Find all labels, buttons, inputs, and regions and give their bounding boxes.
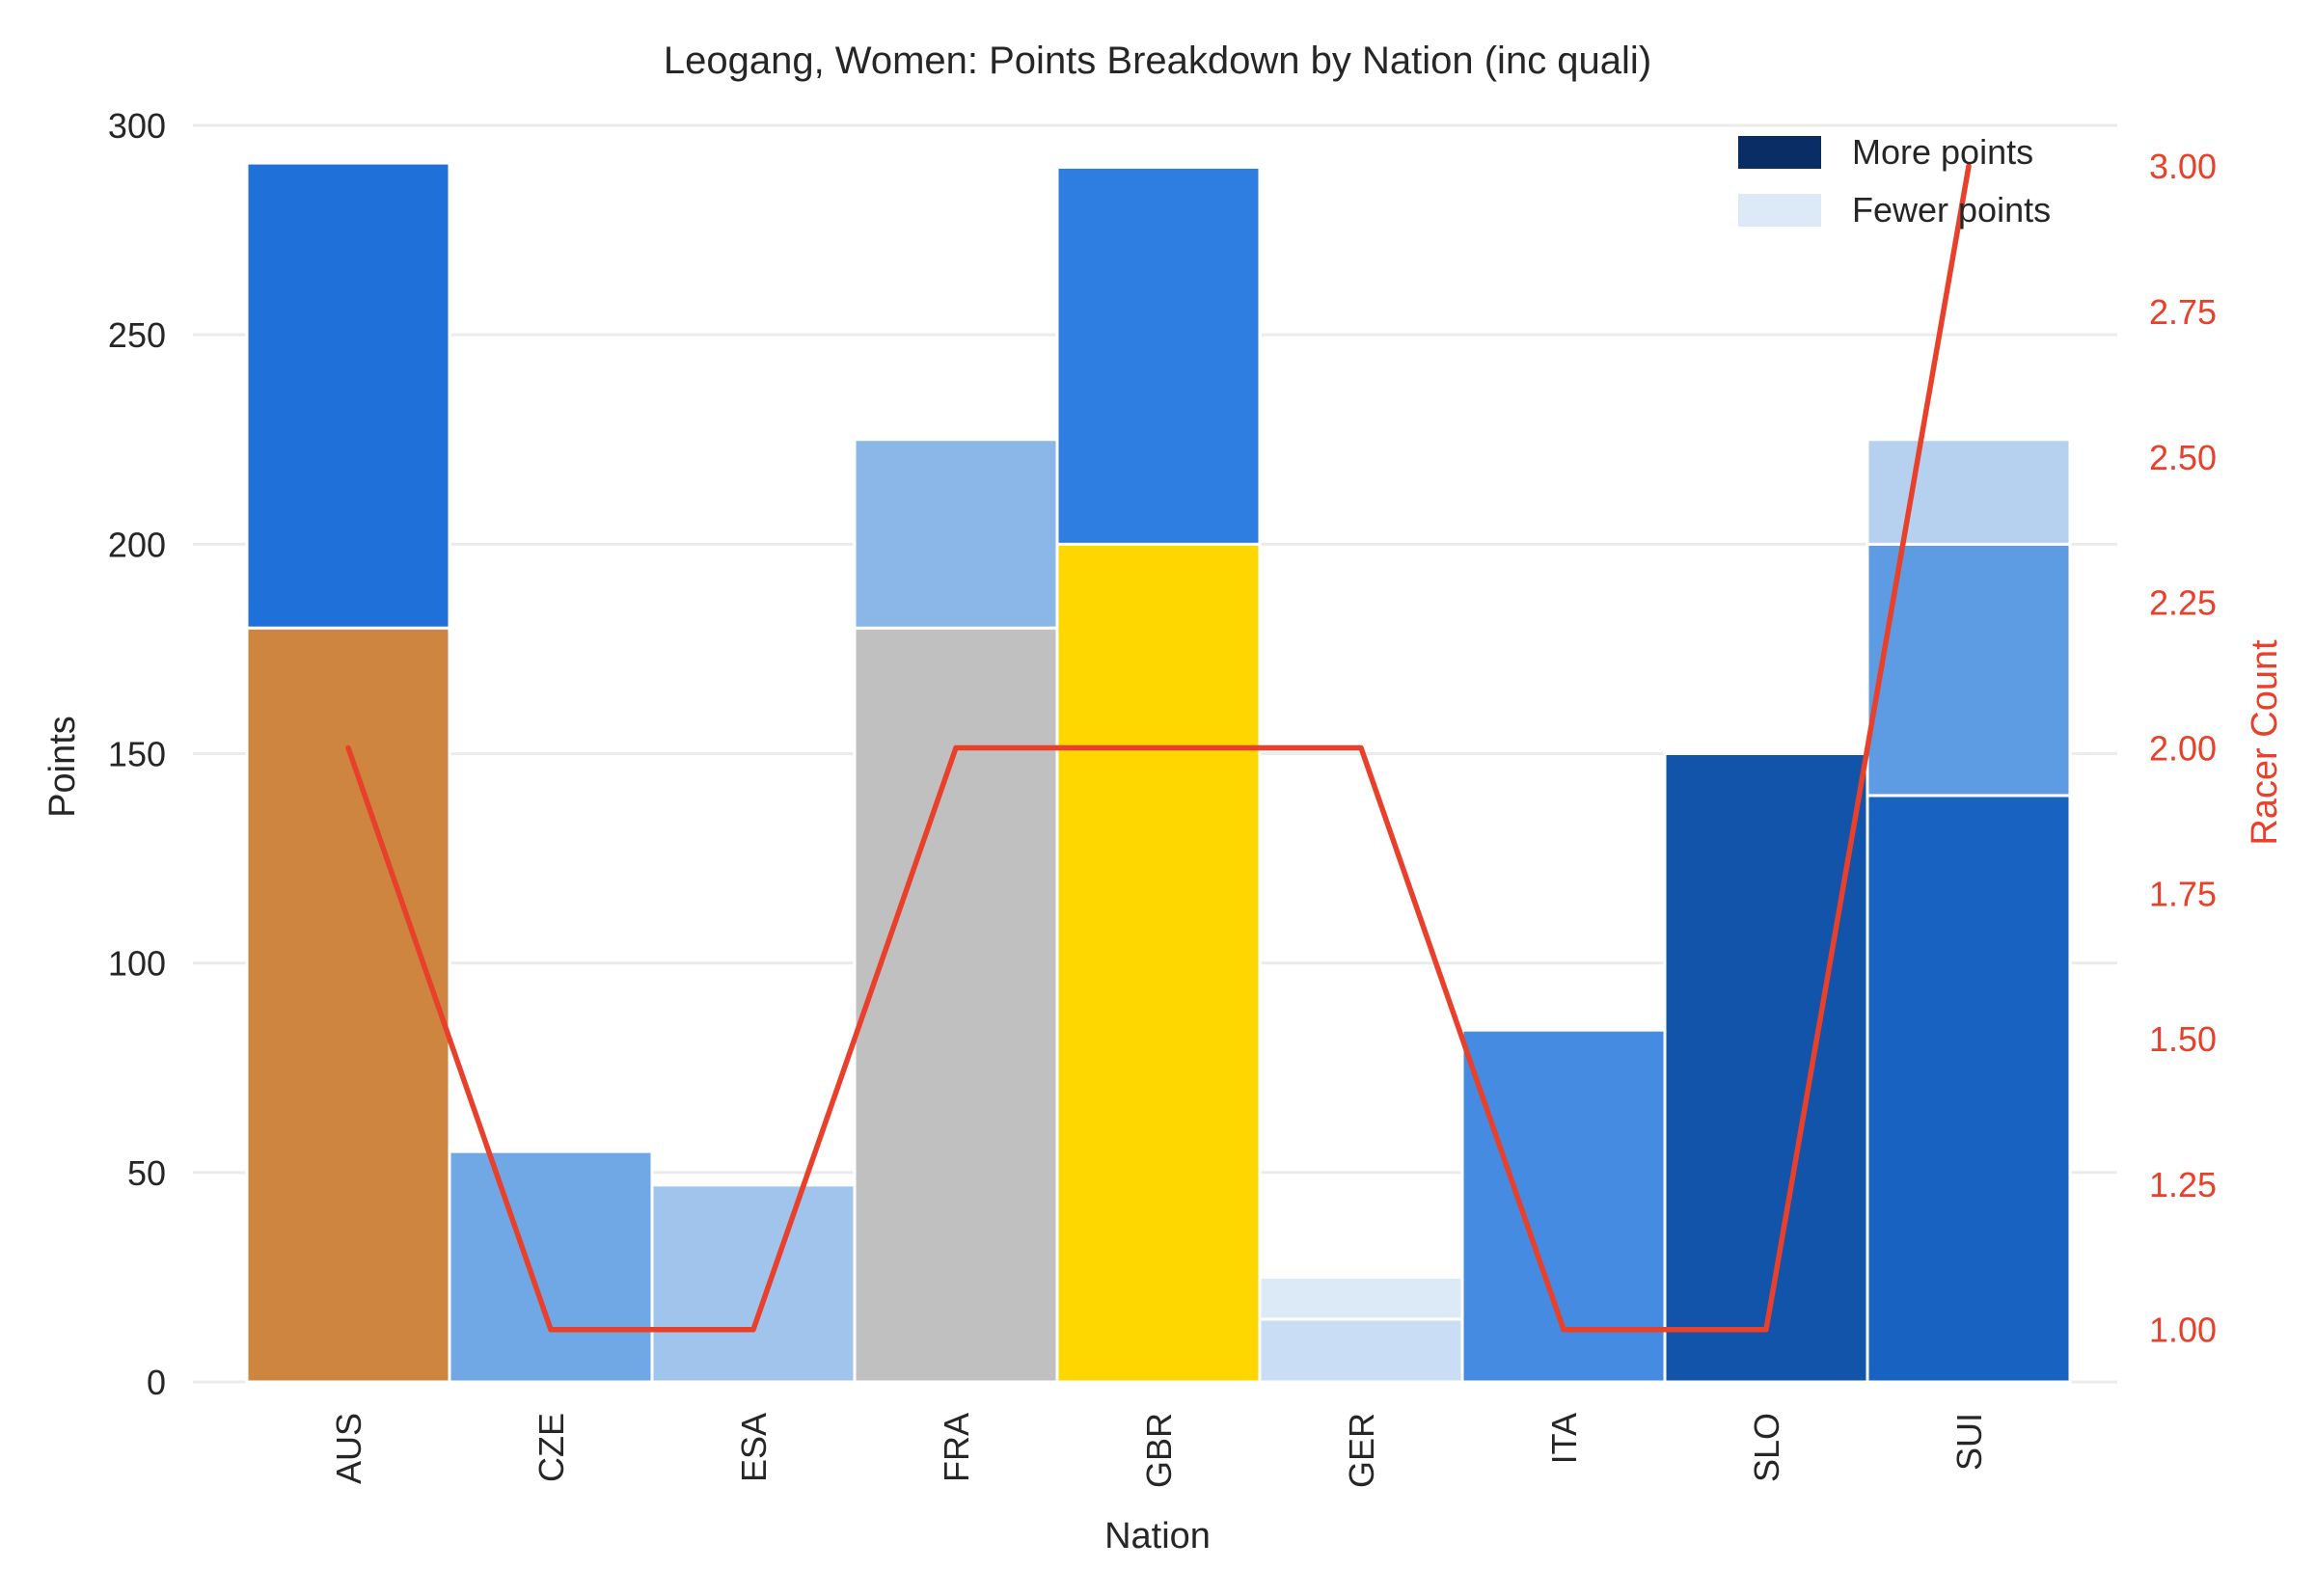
x-axis-label: Nation <box>1104 1516 1211 1556</box>
bar-gbr-segment-0 <box>1055 542 1262 1384</box>
legend-label-more-points: More points <box>1852 132 2033 172</box>
y-tick-label: 250 <box>108 315 166 355</box>
x-axis-ticks: AUS CZE ESA FRA GBR GER ITA SLO SUI <box>329 1413 1989 1488</box>
y-tick-label: 300 <box>108 106 166 146</box>
bar-sui-segment-0 <box>1866 794 2072 1384</box>
y2-tick-label: 1.25 <box>2149 1165 2217 1204</box>
y2-tick-label: 1.50 <box>2149 1019 2217 1059</box>
y-tick-label: 0 <box>147 1363 166 1402</box>
x-tick-label: GBR <box>1139 1413 1179 1488</box>
bar-ger-segment-1 <box>1258 1275 1464 1321</box>
bar-gbr-segment-1 <box>1055 165 1262 546</box>
bar-esa-segment-0 <box>650 1183 857 1384</box>
x-tick-label: ITA <box>1544 1413 1584 1464</box>
y2-tick-label: 2.50 <box>2149 438 2217 477</box>
racer-count-point <box>1765 1329 1767 1331</box>
racer-count-point <box>1360 746 1362 748</box>
legend-label-fewer-points: Fewer points <box>1852 190 2051 230</box>
y2-axis-ticks: 1.00 1.25 1.50 1.75 2.00 2.25 2.50 2.75 3.00 <box>2149 147 2217 1349</box>
x-tick-label: ESA <box>734 1413 774 1482</box>
x-tick-label: GER <box>1342 1413 1381 1488</box>
bar-sui-segment-2 <box>1866 438 2072 546</box>
y2-tick-label: 2.75 <box>2149 292 2217 332</box>
y2-tick-label: 3.00 <box>2149 147 2217 186</box>
y-axis-ticks: 0 50 100 150 200 250 300 <box>108 106 166 1402</box>
x-tick-label: SUI <box>1949 1413 1989 1471</box>
chart-title: Leogang, Women: Points Breakdown by Nati… <box>664 40 1651 82</box>
bar-aus-segment-0 <box>245 626 451 1384</box>
y-tick-label: 150 <box>108 735 166 774</box>
legend: More points Fewer points <box>1738 132 2051 230</box>
bar-fra-segment-0 <box>853 626 1059 1384</box>
x-tick-label: CZE <box>531 1413 571 1482</box>
bar-fra-segment-1 <box>853 438 1059 630</box>
bar-slo-segment-0 <box>1663 752 1869 1384</box>
racer-count-point <box>1968 165 1970 167</box>
y-axis-label: Points <box>42 716 83 818</box>
racer-count-point <box>347 746 349 748</box>
y2-tick-label: 2.25 <box>2149 583 2217 623</box>
racer-count-point <box>1158 746 1159 748</box>
x-tick-label: SLO <box>1747 1413 1786 1482</box>
bar-ger-segment-0 <box>1258 1317 1464 1384</box>
y2-tick-label: 2.00 <box>2149 728 2217 768</box>
x-tick-label: FRA <box>937 1413 976 1482</box>
x-tick-label: AUS <box>329 1413 368 1484</box>
y2-tick-label: 1.75 <box>2149 874 2217 913</box>
legend-swatch-fewer-points <box>1738 194 1821 227</box>
y2-tick-label: 1.00 <box>2149 1311 2217 1350</box>
y-tick-label: 50 <box>127 1153 166 1193</box>
racer-count-point <box>955 746 957 748</box>
racer-count-point <box>752 1329 754 1331</box>
racer-count-point <box>550 1329 552 1331</box>
y2-axis-label: Racer Count <box>2245 639 2285 846</box>
bar-cze-segment-0 <box>448 1150 654 1384</box>
racer-count-line-group <box>345 163 1972 1333</box>
bar-aus-segment-1 <box>245 161 451 630</box>
racer-count-point <box>1563 1329 1565 1331</box>
legend-swatch-more-points <box>1738 136 1821 169</box>
y-tick-label: 100 <box>108 944 166 984</box>
y-tick-label: 200 <box>108 525 166 564</box>
